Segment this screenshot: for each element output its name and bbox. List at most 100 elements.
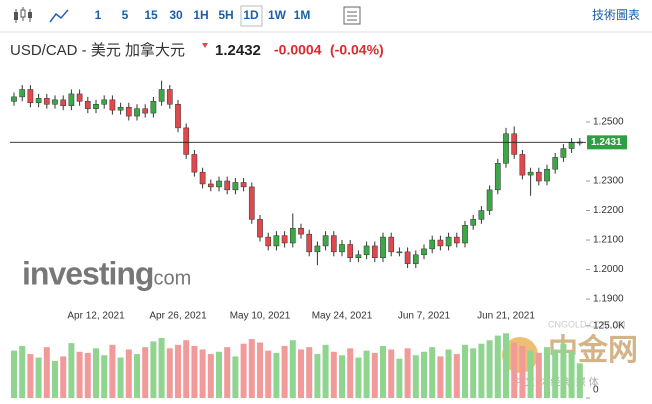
volume-bar	[494, 335, 501, 398]
volume-bar	[166, 348, 173, 398]
volume-bar	[76, 351, 83, 398]
candle-body	[363, 245, 370, 256]
investing-logo-suffix: .com	[148, 267, 191, 289]
candle-body	[470, 219, 477, 226]
volume-bar	[232, 356, 239, 398]
candle-body	[273, 235, 280, 247]
chart-link[interactable]: 技術圖表	[592, 8, 640, 22]
candle-body	[421, 248, 427, 256]
volume-bar	[298, 349, 304, 398]
interval-button[interactable]: 1M	[294, 8, 311, 22]
candle-body	[568, 142, 575, 149]
candle-body	[527, 171, 534, 176]
candle-body	[503, 133, 509, 164]
volume-bar	[142, 347, 149, 398]
volume-bar	[240, 343, 247, 398]
interval-button[interactable]: 1W	[268, 8, 287, 22]
volume-bar	[339, 355, 345, 398]
volume-tick-label: 125.0K	[593, 320, 625, 331]
volume-tick-label: 0	[593, 385, 599, 396]
candle-body	[11, 96, 17, 102]
interval-button[interactable]: 1H	[193, 8, 208, 22]
candle-body	[314, 245, 321, 253]
volume-bar	[363, 350, 370, 398]
candle-body	[462, 225, 468, 244]
candle-body	[125, 106, 132, 117]
volume-bar	[347, 348, 354, 398]
candle-body	[371, 245, 378, 259]
candle-body	[232, 182, 239, 191]
volume-bar	[330, 351, 337, 398]
volume-bar	[84, 352, 91, 398]
volume-bar	[519, 346, 526, 398]
volume-bar	[68, 343, 75, 398]
line-icon[interactable]	[49, 9, 69, 23]
current-price-box	[587, 135, 627, 150]
candle-body	[60, 99, 67, 106]
volume-bar	[306, 347, 313, 398]
volume-bar	[216, 351, 222, 398]
interval-button[interactable]: 5	[122, 8, 129, 22]
x-tick-label: Apr 12, 2021	[67, 311, 125, 322]
candle-body	[248, 186, 255, 220]
candle-body	[380, 236, 386, 259]
active-interval-box	[240, 5, 263, 27]
volume-bar	[322, 344, 329, 398]
candle-body	[519, 154, 526, 176]
volume-bar	[568, 351, 575, 398]
volume-bar	[52, 361, 58, 398]
candle-body	[552, 157, 559, 170]
candle-body	[412, 254, 419, 264]
y-tick-label: 1.2300	[593, 176, 624, 187]
candle-body	[101, 99, 108, 105]
candle-body	[224, 180, 231, 191]
volume-bar	[109, 344, 116, 398]
volume-bar	[355, 357, 362, 398]
y-tick-label: 1.2200	[593, 205, 624, 216]
volume-bar	[134, 354, 140, 398]
candle-body	[150, 101, 157, 114]
candle-body	[437, 239, 444, 247]
candle-body	[166, 89, 173, 105]
down-arrow	[202, 43, 208, 48]
volume-bar	[560, 343, 567, 398]
volume-bar	[191, 346, 198, 398]
cngold-url: CNGOLD.COM.CN	[548, 319, 626, 329]
candle-body	[216, 180, 222, 188]
interval-button[interactable]: 30	[169, 8, 183, 22]
candle-body	[298, 227, 304, 235]
volume-bar	[11, 350, 17, 398]
candle-body	[19, 89, 26, 98]
change-pct: (-0.04%)	[330, 42, 384, 58]
volume-bar	[207, 354, 214, 398]
interval-button[interactable]: 5H	[218, 8, 233, 22]
volume-bar	[380, 346, 386, 398]
candle-body	[281, 235, 288, 244]
candle-body	[339, 244, 345, 253]
interval-button[interactable]: 1D	[243, 8, 259, 22]
volume-bar	[388, 349, 395, 398]
x-tick-label: Jun 7, 2021	[398, 311, 451, 322]
volume-bar	[437, 356, 444, 398]
candle-icon[interactable]	[14, 7, 32, 23]
volume-bar	[183, 340, 190, 398]
candle-body	[347, 244, 354, 259]
interval-button[interactable]: 1	[95, 8, 102, 22]
interval-button[interactable]: 15	[144, 8, 158, 22]
candle-body	[240, 182, 247, 188]
candle-body	[511, 133, 518, 155]
candle-body	[191, 154, 198, 173]
y-tick-label: 1.1900	[593, 294, 624, 305]
x-tick-label: May 24, 2021	[312, 311, 373, 322]
candle-body	[560, 148, 567, 158]
candle-body	[486, 189, 493, 211]
volume-bar	[117, 357, 124, 398]
volume-bar	[125, 349, 132, 398]
volume-bar	[470, 348, 477, 398]
candle-body	[306, 233, 313, 253]
y-tick-label: 1.2500	[593, 117, 624, 128]
volume-bar	[93, 348, 99, 398]
settings-icon[interactable]	[343, 6, 361, 25]
volume-bar	[486, 340, 493, 398]
